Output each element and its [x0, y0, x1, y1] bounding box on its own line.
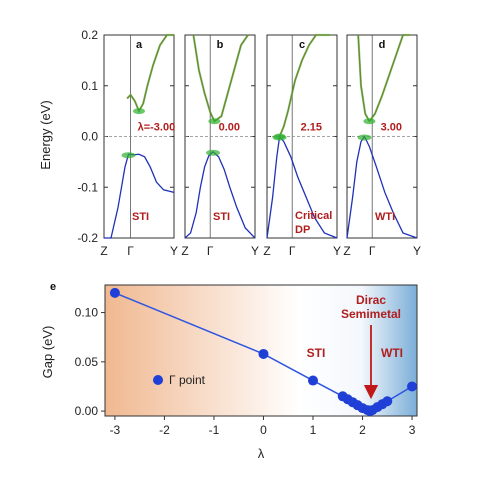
band-panels: Energy (eV) 0.2 0.1 0.0 -0.1 -0.2 a λ=-3.00 ST…	[38, 28, 421, 258]
panel-letter: b	[217, 39, 224, 51]
x-tick-Y: Y	[251, 244, 259, 258]
lambda-tick-label: -1	[209, 423, 220, 437]
band-panels-container: a λ=-3.00 STI Z Γ Yb 0.00 STI Z Γ Yc 2.15 Critical DP…	[100, 33, 421, 258]
sti-label: STI	[307, 346, 326, 360]
valence-band	[104, 153, 175, 239]
phase-label: STI	[132, 211, 149, 223]
panel-letter: d	[379, 39, 386, 51]
legend-label: Γ point	[169, 373, 206, 387]
conduction-band-weight	[126, 33, 174, 114]
lambda-label: 3.00	[381, 122, 402, 134]
panel-letter: c	[299, 39, 305, 51]
panel-letter: a	[136, 39, 143, 51]
lambda-label: 2.15	[301, 122, 322, 134]
phase-label: Critical	[295, 210, 332, 222]
lambda-tick-label: 1	[310, 423, 317, 437]
phase-label: STI	[213, 211, 230, 223]
x-tick-Z: Z	[343, 244, 350, 258]
energy-axis-title: Energy (eV)	[38, 100, 53, 169]
band-panel-a: a λ=-3.00 STI Z Γ Y	[100, 33, 178, 258]
energy-ticks: 0.2 0.1 0.0 -0.1 -0.2	[77, 28, 98, 245]
x-tick-gamma: Γ	[207, 244, 214, 258]
gap-tick-label: 0.05	[75, 355, 99, 369]
conduction-orbital-weight	[273, 133, 286, 140]
lambda-label: 0.00	[219, 122, 240, 134]
energy-tick-label: -0.1	[77, 180, 98, 194]
band-panel-b: b 0.00 STI Z Γ Y	[181, 34, 259, 258]
legend: Γ point	[153, 373, 206, 387]
x-tick-Y: Y	[333, 244, 341, 258]
phase-label: WTI	[375, 211, 395, 223]
gap-series	[109, 287, 418, 417]
lambda-tick-label: 0	[260, 423, 267, 437]
energy-tick-label: -0.2	[77, 231, 98, 245]
valence-orbital-weight	[357, 134, 372, 141]
gap-ticks: -3 -2 -1 0 1 2 3 0.00 0.05 0.10	[75, 306, 416, 437]
conduction-band-weight	[278, 33, 330, 137]
conduction-orbital-weight	[208, 118, 221, 125]
gap-plot-frame	[104, 284, 418, 417]
lambda-tick-label: 2	[359, 423, 366, 437]
conduction-orbital-weight	[133, 108, 145, 115]
gap-point	[109, 287, 120, 298]
x-tick-gamma: Γ	[289, 244, 296, 258]
gap-point	[258, 348, 269, 359]
energy-tick-label: 0.2	[81, 28, 98, 42]
gap-point	[407, 381, 418, 392]
band-panel-c: c 2.15 Critical DP Z Γ Y	[263, 33, 341, 258]
lambda-tick-label: 3	[409, 423, 416, 437]
energy-tick-label: 0.1	[81, 79, 98, 93]
phase-label: DP	[295, 224, 310, 236]
gap-tick-label: 0.00	[75, 404, 99, 418]
valence-band	[266, 134, 338, 239]
x-tick-Z: Z	[263, 244, 270, 258]
conduction-band-weight	[357, 33, 410, 124]
valence-orbital-weight	[121, 152, 136, 159]
gap-axis-title: Gap (eV)	[40, 326, 55, 379]
gap-tick-label: 0.10	[75, 306, 99, 320]
valence-band	[346, 135, 418, 239]
lambda-label: λ=-3.00	[138, 122, 176, 134]
lambda-axis-title: λ	[258, 446, 265, 461]
conduction-orbital-weight	[363, 118, 376, 125]
x-tick-gamma: Γ	[127, 244, 134, 258]
lambda-tick-label: -3	[110, 423, 121, 437]
gap-plot: e Gap (eV) λ -3 -2 -1 0 1 2 30.000.050.10 STI …	[40, 281, 418, 461]
dirac-label: Dirac	[356, 293, 386, 307]
x-tick-Z: Z	[100, 244, 107, 258]
wti-label: WTI	[381, 346, 403, 360]
x-tick-Y: Y	[413, 244, 421, 258]
energy-tick-label: 0.0	[81, 130, 98, 144]
valence-orbital-weight	[206, 149, 220, 156]
gap-point	[308, 375, 318, 386]
conduction-band-weight	[192, 34, 249, 123]
x-tick-gamma: Γ	[369, 244, 376, 258]
lambda-tick-label: -2	[159, 423, 170, 437]
semimetal-label: Semimetal	[341, 307, 401, 321]
gap-point	[382, 396, 393, 407]
x-tick-Y: Y	[170, 244, 178, 258]
legend-marker	[153, 375, 163, 385]
panel-letter-e: e	[50, 281, 56, 293]
x-tick-Z: Z	[181, 244, 188, 258]
band-panel-d: d 3.00 WTI Z Γ Y	[343, 33, 421, 258]
